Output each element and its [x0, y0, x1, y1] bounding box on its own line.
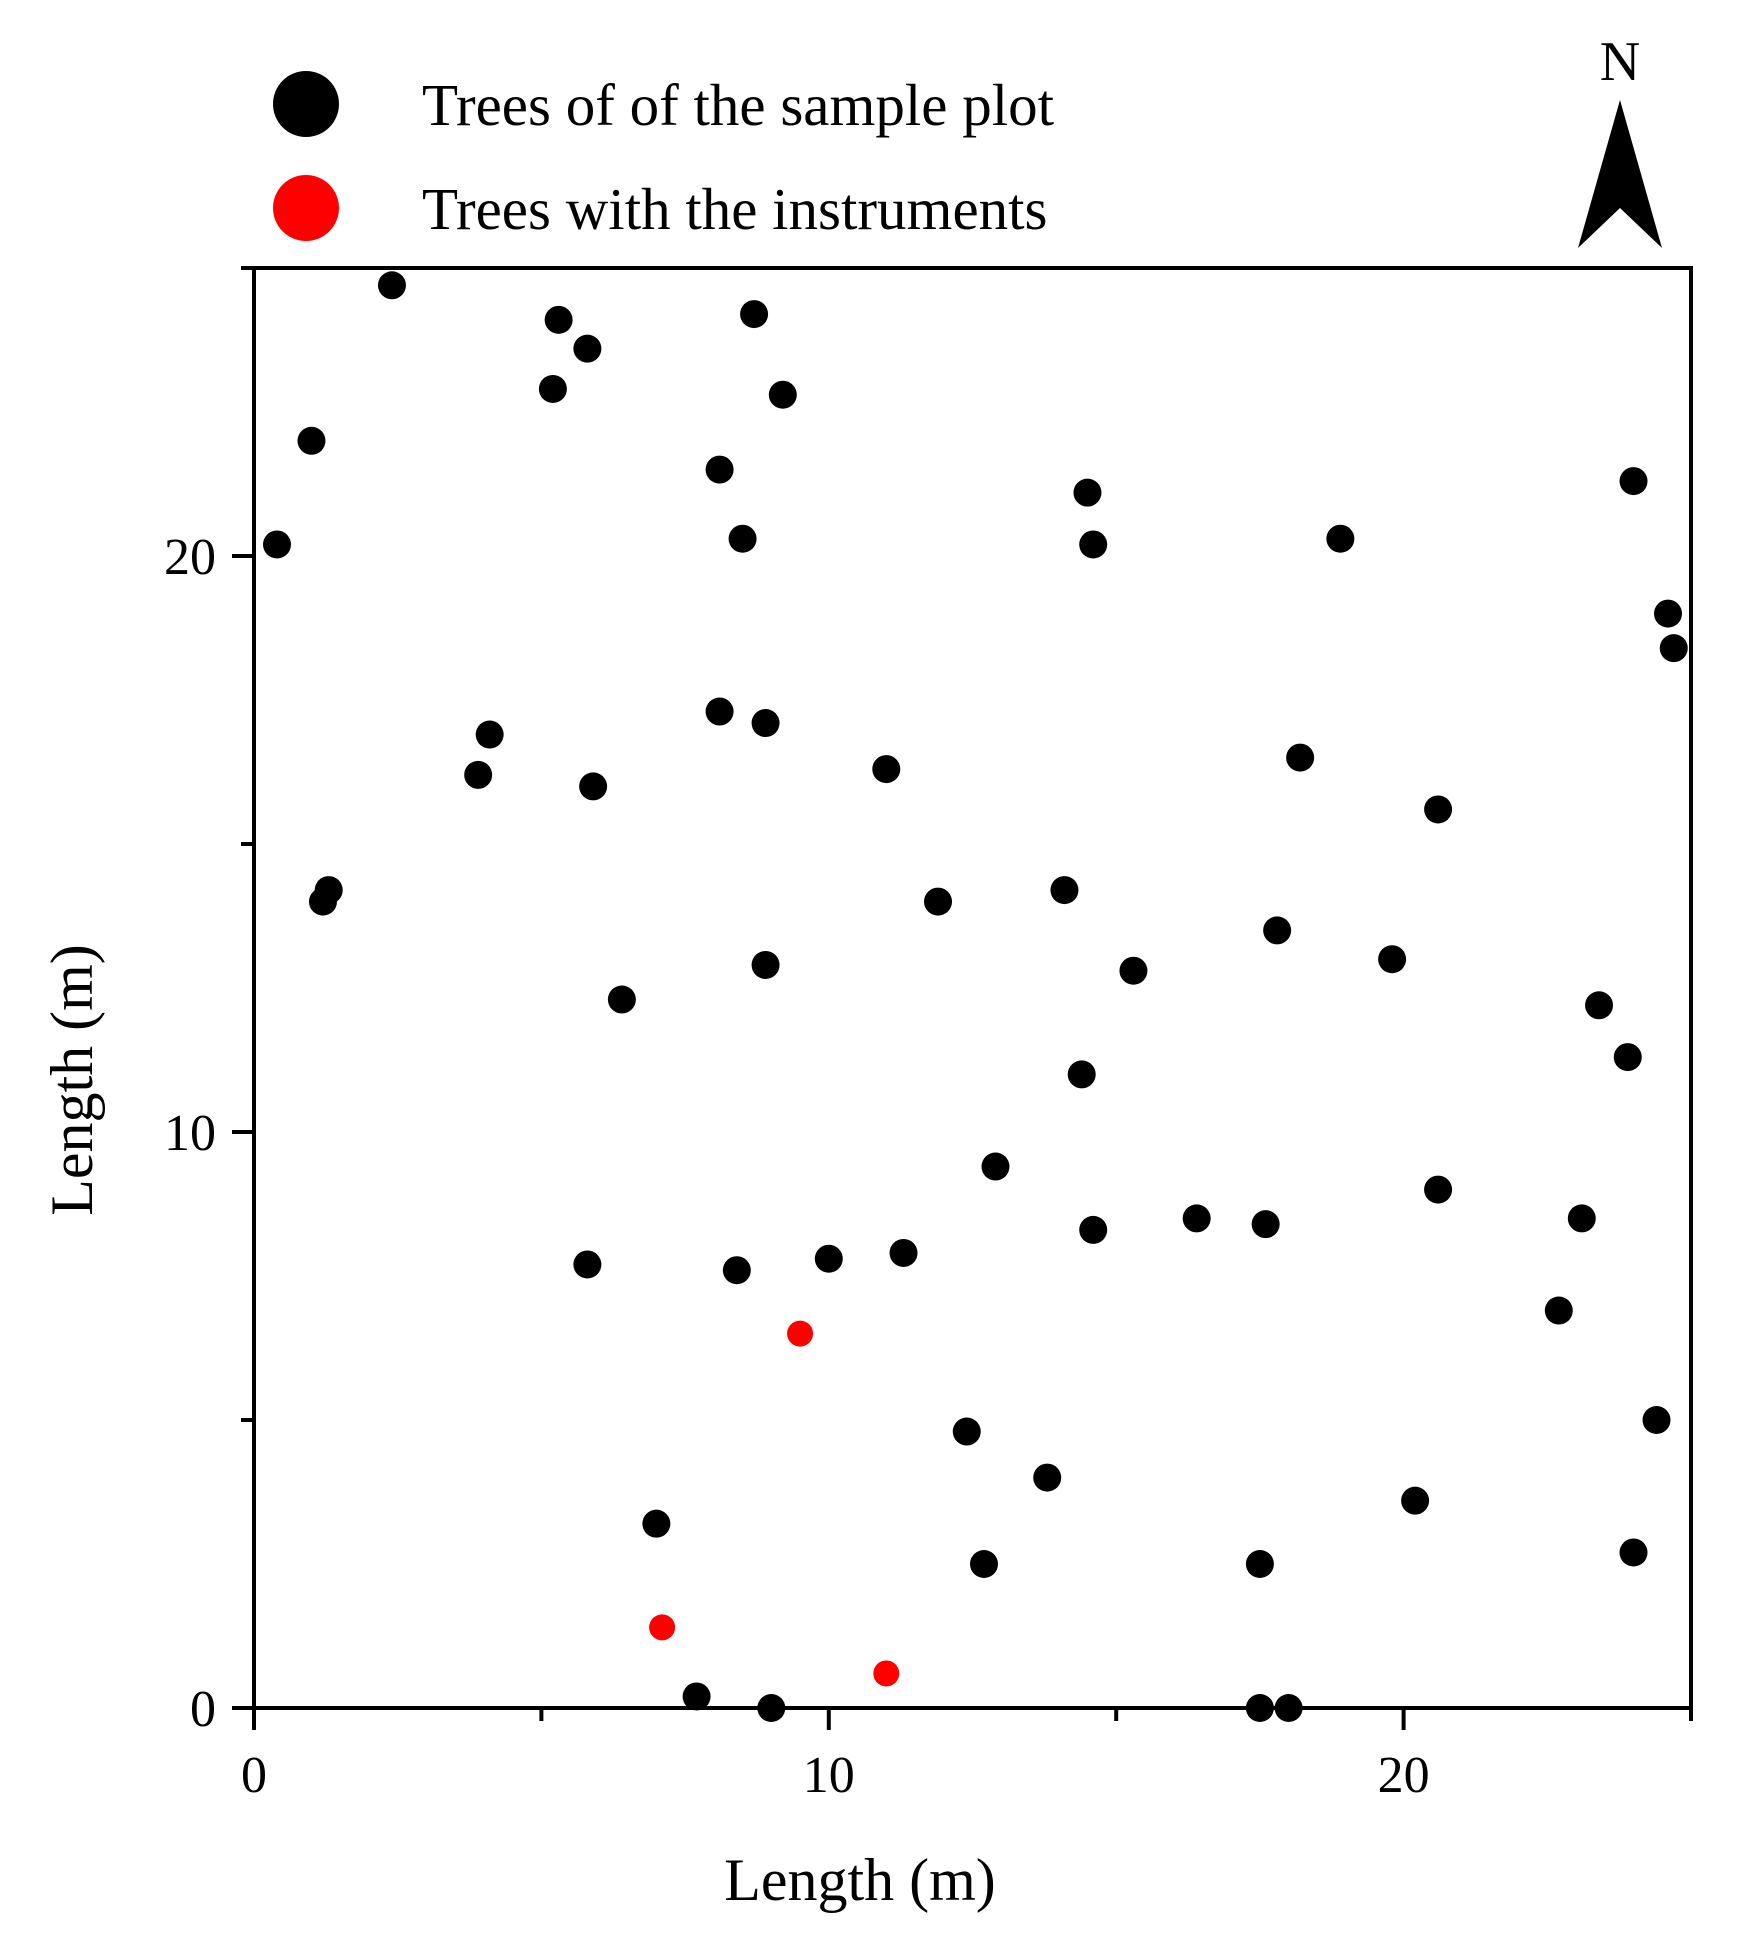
- tree-point-42: [573, 1250, 602, 1279]
- tree-point-19: [464, 760, 493, 789]
- tree-point-10: [262, 530, 291, 559]
- x-tick-label-2: 20: [1378, 1747, 1430, 1804]
- tree-point-51: [642, 1509, 671, 1538]
- tree-point-43: [722, 1256, 751, 1285]
- tree-point-55: [682, 1682, 711, 1711]
- y-tick-label-1: 10: [164, 1105, 216, 1162]
- legend-label-sample-trees: Trees of of the sample plot: [422, 72, 1055, 138]
- legend-label-instrument-trees: Trees with the instruments: [422, 176, 1048, 242]
- instrument-tree-point-2: [873, 1660, 900, 1687]
- tree-point-1: [544, 305, 573, 334]
- tree-point-56: [757, 1694, 786, 1722]
- data-points: [262, 271, 1688, 1722]
- tree-point-52: [969, 1550, 998, 1578]
- tree-point-21: [872, 755, 901, 784]
- tree-point-14: [1654, 599, 1683, 628]
- tree-point-9: [1619, 467, 1648, 496]
- tree-point-41: [1567, 1204, 1596, 1233]
- tree-point-26: [924, 887, 953, 916]
- tree-point-39: [1251, 1210, 1280, 1239]
- y-tick-labels: 0 10 20: [164, 529, 216, 1738]
- legend: Trees of of the sample plot Trees with t…: [273, 71, 1055, 242]
- tree-point-28: [1263, 916, 1292, 945]
- tree-point-36: [981, 1152, 1010, 1181]
- tree-point-34: [1613, 1043, 1642, 1072]
- tree-point-31: [1119, 956, 1148, 985]
- tree-point-27: [1050, 876, 1079, 905]
- tree-point-30: [751, 950, 780, 979]
- tree-point-7: [705, 455, 734, 484]
- tree-point-48: [952, 1417, 981, 1446]
- tree-point-53: [1245, 1550, 1274, 1578]
- tree-point-5: [768, 380, 797, 409]
- instrument-tree-point-0: [787, 1320, 814, 1347]
- plot-frame: [252, 266, 1693, 1710]
- tree-point-22: [1286, 743, 1315, 772]
- tree-point-20: [579, 772, 608, 801]
- instrument-tree-point-1: [649, 1614, 676, 1641]
- tree-point-18: [475, 720, 504, 749]
- tree-point-46: [1544, 1296, 1573, 1325]
- tree-point-17: [751, 709, 780, 738]
- x-tick-labels: 0 10 20: [241, 1747, 1430, 1804]
- tree-point-33: [1585, 991, 1614, 1020]
- north-arrow: N: [1578, 31, 1662, 248]
- tree-point-8: [1073, 478, 1102, 507]
- tree-point-2: [740, 300, 769, 329]
- tree-point-35: [1067, 1060, 1096, 1089]
- legend-marker-sample-trees: [273, 71, 339, 137]
- tree-point-16: [705, 697, 734, 726]
- tree-point-4: [538, 374, 567, 403]
- north-arrow-icon: [1578, 100, 1662, 248]
- tree-point-11: [728, 524, 757, 553]
- tree-point-44: [814, 1244, 843, 1273]
- tree-point-38: [1182, 1204, 1211, 1233]
- tree-point-3: [573, 334, 602, 363]
- tree-point-0: [377, 271, 406, 300]
- y-tick-label-0: 0: [190, 1681, 216, 1738]
- x-axis-title: Length (m): [724, 1847, 996, 1913]
- legend-marker-instrument-trees: [273, 175, 339, 241]
- tree-point-50: [1401, 1486, 1430, 1515]
- tree-point-25: [308, 887, 337, 916]
- y-axis-title: Length (m): [39, 944, 105, 1216]
- tree-point-40: [1079, 1215, 1108, 1244]
- tree-point-58: [1274, 1694, 1303, 1722]
- tree-point-49: [1033, 1463, 1062, 1492]
- tree-point-29: [1378, 945, 1407, 974]
- north-label: N: [1600, 31, 1640, 93]
- tree-point-57: [1245, 1694, 1274, 1722]
- tree-point-54: [1619, 1538, 1648, 1567]
- x-tick-label-0: 0: [241, 1747, 267, 1804]
- tree-point-6: [297, 426, 326, 455]
- tree-point-15: [1659, 634, 1688, 663]
- x-tick-label-1: 10: [803, 1747, 855, 1804]
- tree-point-23: [1424, 795, 1453, 824]
- tree-point-12: [1079, 530, 1108, 559]
- axis-ticks: [232, 266, 1693, 1730]
- y-tick-label-2: 20: [164, 529, 216, 586]
- tree-point-13: [1326, 524, 1355, 553]
- tree-point-47: [1642, 1406, 1671, 1434]
- tree-point-32: [607, 985, 636, 1014]
- tree-point-37: [1424, 1175, 1453, 1204]
- tree-point-45: [889, 1238, 918, 1267]
